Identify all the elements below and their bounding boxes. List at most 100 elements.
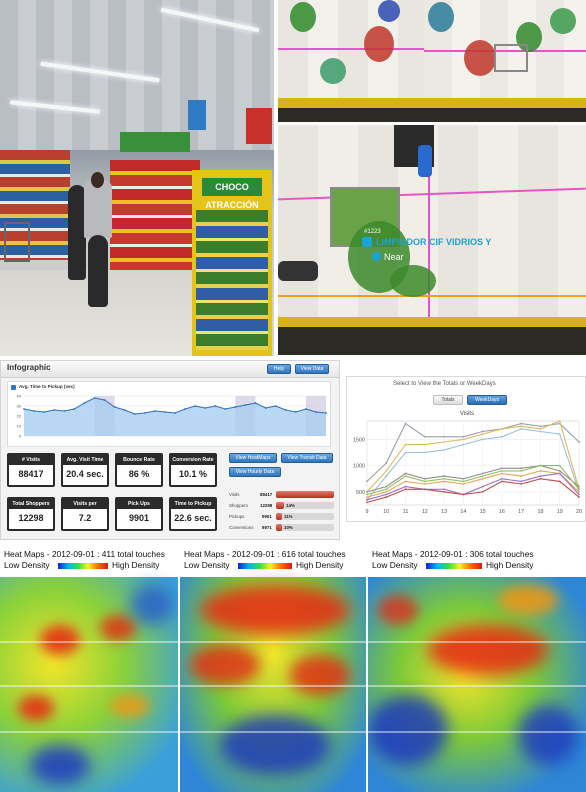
visits-point bbox=[385, 488, 388, 491]
heatmap-low-label: Low Density bbox=[4, 560, 50, 570]
stat-label: Total Shoppers bbox=[9, 499, 53, 509]
pickup-point bbox=[103, 399, 106, 401]
product-icon bbox=[362, 237, 372, 247]
stat-visits: # Visits 88417 bbox=[7, 453, 55, 487]
funnel-percent: 10% bbox=[284, 525, 293, 530]
visits-point bbox=[462, 480, 465, 483]
shelf-line bbox=[180, 641, 366, 643]
pickup-point bbox=[264, 407, 267, 409]
visits-point bbox=[366, 498, 368, 501]
visits-point bbox=[558, 433, 561, 436]
endcap-sign: CHOCO ATRACCIÓN bbox=[202, 178, 262, 210]
view-transit-data-button[interactable]: View Transit Data bbox=[281, 453, 333, 463]
view-hourly-data-button[interactable]: View Hourly Data bbox=[229, 467, 281, 477]
visits-x-tick: 19 bbox=[557, 509, 563, 515]
pickup-point bbox=[113, 406, 116, 408]
shelf-edge bbox=[278, 317, 586, 327]
pickup-point bbox=[315, 411, 317, 413]
shelf-edge bbox=[424, 98, 586, 108]
overhead-camera-closeup: #1223 LIMPIADOR CIF VIDRIOS Y Near bbox=[278, 125, 586, 355]
shelf-line bbox=[0, 685, 178, 687]
visits-point bbox=[443, 448, 445, 451]
product-bottle bbox=[418, 145, 432, 177]
heatmap-header bbox=[368, 545, 586, 577]
funnel-fill bbox=[276, 491, 334, 498]
visits-x-tick: 12 bbox=[422, 509, 428, 515]
pickup-point bbox=[214, 405, 217, 407]
shelf-line bbox=[0, 731, 178, 733]
visits-point bbox=[501, 467, 503, 470]
visits-point bbox=[558, 480, 561, 483]
shopper-figure bbox=[84, 180, 112, 238]
visits-point bbox=[385, 493, 388, 496]
visits-chart-title: Visits bbox=[460, 411, 474, 417]
stat-avg-visit-time: Avg. Visit Time 20.4 sec. bbox=[61, 453, 109, 487]
pickup-point bbox=[325, 412, 327, 414]
proximity-icon bbox=[372, 252, 381, 261]
pickup-point bbox=[73, 408, 76, 410]
heatmap-2: Heat Maps - 2012-09-01 : 616 total touch… bbox=[180, 545, 366, 792]
hotspot bbox=[498, 585, 558, 615]
pickup-y-tick: 30 bbox=[17, 404, 22, 409]
visits-point bbox=[385, 475, 388, 478]
funnel-label: Shoppers bbox=[229, 503, 248, 508]
tracked-shopper bbox=[550, 8, 576, 34]
visits-point bbox=[366, 501, 368, 504]
visits-point bbox=[481, 438, 484, 441]
visits-point bbox=[423, 435, 426, 438]
hotspot bbox=[110, 695, 150, 717]
totals-weekdays-prompt: Select to View the Totals or WeekDays bbox=[393, 381, 496, 387]
pickup-y-tick: 20 bbox=[17, 414, 22, 419]
visits-point bbox=[501, 427, 503, 430]
stat-value: 10.1 % bbox=[178, 469, 208, 479]
visits-point bbox=[539, 469, 542, 472]
hotspot bbox=[200, 585, 350, 635]
visits-point bbox=[443, 480, 445, 483]
visits-point bbox=[443, 441, 445, 443]
visits-series-line bbox=[366, 420, 580, 493]
visits-point bbox=[578, 485, 580, 488]
pickup-point bbox=[43, 411, 46, 413]
cold-zone bbox=[30, 745, 90, 785]
visits-x-tick: 16 bbox=[499, 509, 505, 515]
view-heatmaps-button[interactable]: View HeatMaps bbox=[229, 453, 277, 463]
visits-point bbox=[423, 488, 426, 491]
visits-point bbox=[404, 443, 407, 446]
totals-toggle-button[interactable]: Totals bbox=[433, 395, 463, 405]
hotspot bbox=[428, 625, 548, 675]
heatmap-title: Heat Maps - 2012-09-01 : 306 total touch… bbox=[372, 549, 534, 559]
visits-point bbox=[501, 469, 503, 472]
shelf-line bbox=[368, 731, 586, 733]
visits-point bbox=[404, 480, 407, 483]
visits-point bbox=[578, 490, 580, 493]
visits-point bbox=[578, 496, 580, 499]
pickup-y-tick: 0 bbox=[19, 434, 22, 439]
visits-point bbox=[462, 435, 465, 438]
pickup-point bbox=[194, 405, 197, 407]
stat-label: Visits per Shopper bbox=[63, 499, 107, 517]
visits-point bbox=[520, 469, 523, 472]
view-data-button[interactable]: View Data bbox=[295, 364, 329, 374]
shopping-cart bbox=[4, 222, 30, 262]
visits-series-line bbox=[366, 422, 580, 482]
visits-point bbox=[539, 464, 542, 467]
visits-point bbox=[443, 477, 445, 480]
infographic-header: Infographic Help View Data bbox=[1, 361, 339, 378]
visits-point bbox=[404, 488, 407, 491]
help-button[interactable]: Help bbox=[267, 364, 291, 374]
visits-point bbox=[385, 496, 388, 499]
stat-value: 12298 bbox=[18, 513, 44, 523]
shelf-bottom bbox=[278, 108, 424, 122]
pickup-chart-svg: 40 30 20 10 0 bbox=[17, 394, 327, 439]
pickup-point bbox=[224, 408, 227, 410]
visits-point bbox=[423, 477, 426, 480]
cold-zone bbox=[130, 585, 174, 625]
visits-point bbox=[558, 420, 561, 422]
shelf-edge bbox=[278, 98, 424, 108]
stat-label: Avg. Visit Time bbox=[63, 455, 107, 465]
pickup-point bbox=[133, 413, 136, 415]
weekdays-toggle-button[interactable]: WeekDays bbox=[467, 395, 507, 405]
endcap-display: CHOCO ATRACCIÓN bbox=[192, 170, 272, 356]
visits-x-tick: 9 bbox=[366, 509, 369, 515]
visits-point bbox=[385, 469, 388, 472]
